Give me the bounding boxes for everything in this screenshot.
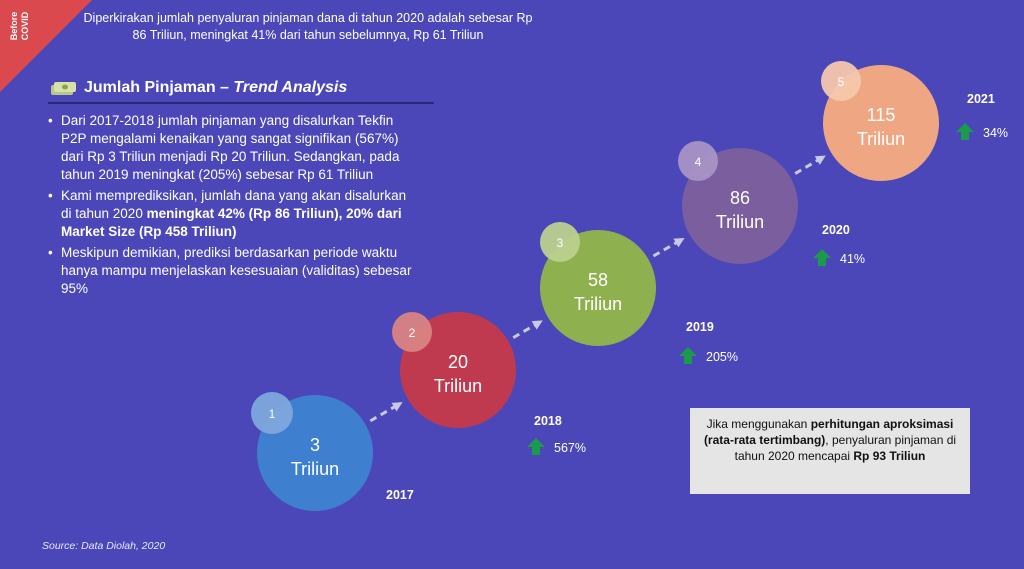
bubble-value: 58: [588, 270, 608, 290]
step-number: 1: [269, 407, 276, 421]
bubble-unit: Triliun: [574, 294, 622, 314]
section-title: Jumlah Pinjaman – Trend Analysis: [84, 79, 348, 96]
year-label: 2020: [822, 223, 850, 237]
bubble-step-2: 2 20 Triliun 2018 567%: [392, 312, 586, 455]
step-badge: [821, 61, 861, 101]
source-caption: Source: Data Diolah, 2020: [42, 540, 166, 552]
bubble-unit: Triliun: [716, 212, 764, 232]
step-number: 4: [695, 155, 702, 169]
bubble-value: 3: [310, 435, 320, 455]
bubble-value: 115: [867, 105, 896, 125]
step-badge: [251, 392, 293, 434]
up-arrow-icon: [813, 249, 831, 266]
bullet-item: Dari 2017-2018 jumlah pinjaman yang disa…: [48, 112, 420, 184]
bullet-item: Kami memprediksikan, jumlah dana yang ak…: [48, 187, 420, 241]
bubble-step-1: 1 3 Triliun 2017: [251, 392, 414, 511]
headline-text: Diperkirakan jumlah penyaluran pinjaman …: [83, 11, 533, 42]
connector-arrow: [512, 320, 543, 339]
bubble-value: 20: [448, 352, 468, 372]
before-covid-corner-banner: [0, 0, 92, 92]
up-arrow-icon: [956, 123, 974, 140]
bubble-step-4: 4 86 Triliun 2020 41%: [678, 141, 865, 266]
bubble-unit: Triliun: [857, 129, 905, 149]
bubble-unit: Triliun: [434, 376, 482, 396]
growth-percent: 41%: [840, 252, 865, 266]
up-arrow-icon: [679, 347, 697, 364]
connector-arrow: [652, 238, 685, 258]
connector-arrow: [369, 402, 403, 423]
bubble-step-3: 3 58 Triliun 2019 205%: [540, 222, 738, 364]
bubble-value: 86: [730, 188, 750, 208]
step-number: 2: [409, 326, 416, 340]
step-badge: [392, 312, 432, 352]
bullet-item: Meskipun demikian, prediksi berdasarkan …: [48, 244, 420, 298]
step-number: 3: [557, 236, 564, 250]
section-header: Jumlah Pinjaman – Trend Analysis: [48, 76, 434, 104]
approximation-note-box: Jika menggunakan perhitungan aproksimasi…: [690, 408, 970, 494]
bubble-unit: Triliun: [291, 459, 339, 479]
step-badge: [678, 141, 718, 181]
up-arrow-icon: [527, 438, 545, 455]
growth-percent: 205%: [706, 350, 738, 364]
step-badge: [540, 222, 580, 262]
year-label: 2018: [534, 414, 562, 428]
step-number: 5: [838, 75, 845, 89]
growth-percent: 567%: [554, 441, 586, 455]
year-label: 2017: [386, 488, 414, 502]
year-label: 2021: [967, 92, 995, 106]
year-label: 2019: [686, 320, 714, 334]
value-bubble: [682, 148, 798, 264]
money-stack-icon: [51, 82, 76, 95]
bubble-step-5: 5 115 Triliun 2021 34%: [821, 61, 1008, 181]
connector-arrow: [794, 155, 826, 175]
bullet-list: Dari 2017-2018 jumlah pinjaman yang disa…: [48, 112, 420, 301]
growth-percent: 34%: [983, 126, 1008, 140]
